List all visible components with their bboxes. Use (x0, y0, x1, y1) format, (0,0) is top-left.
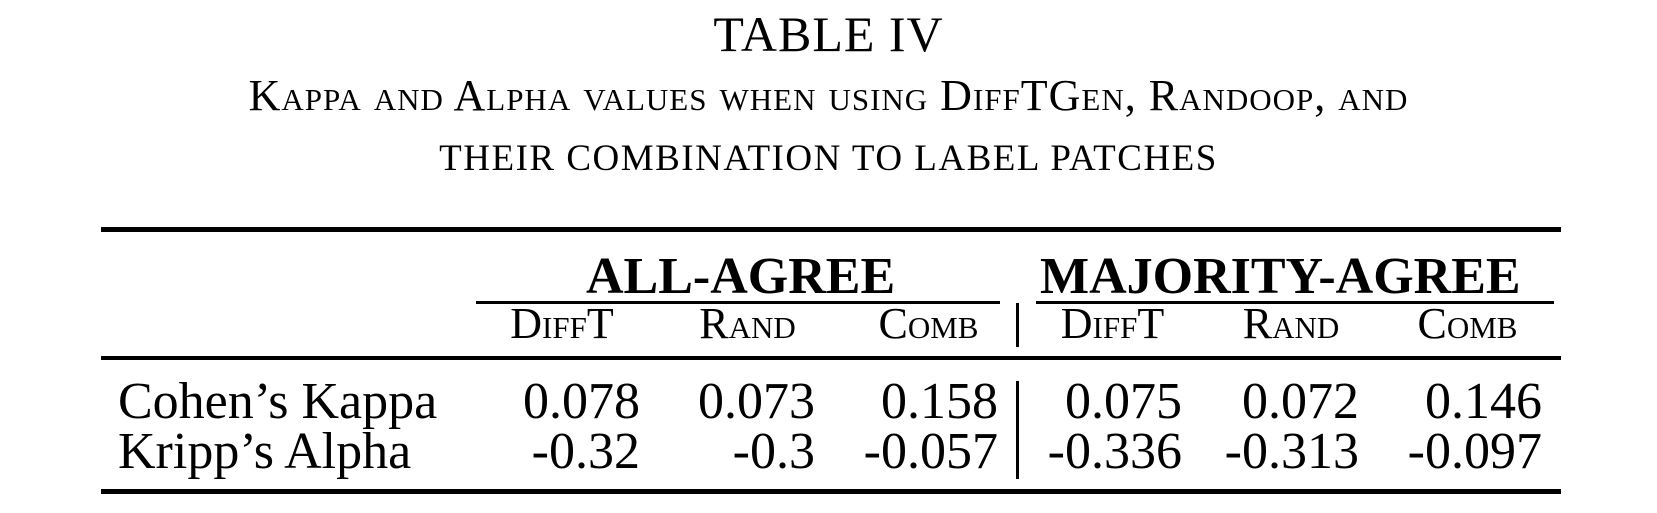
column-header-rand-majority: Rand (1242, 299, 1340, 348)
column-header-rand-all: Rand (699, 299, 796, 348)
table-cell: -0.32 (531, 423, 640, 480)
column-separator-body (1016, 381, 1019, 479)
table-cell: 0.073 (698, 373, 815, 430)
table-number: TABLE IV (713, 6, 944, 62)
column-header-comb-majority: Comb (1417, 299, 1518, 348)
table-caption-line-1: Kappa and Alpha values when using DiffTG… (248, 71, 1409, 120)
table-cell: -0.336 (1047, 423, 1182, 480)
group-rule-majority-agree (1036, 301, 1554, 304)
table-cell: 0.146 (1425, 373, 1542, 430)
table-header-rule (101, 356, 1561, 360)
row-label-kripps-alpha: Kripp’s Alpha (118, 423, 412, 480)
group-header-majority-agree: MAJORITY-AGREE (1040, 248, 1521, 305)
table-cell: 0.072 (1242, 373, 1359, 430)
table-top-rule (101, 227, 1561, 232)
table-caption-line-2: their combination to label patches (0, 126, 1657, 189)
column-header-difft-majority: DiffT (1060, 299, 1165, 348)
row-label-cohens-kappa: Cohen’s Kappa (118, 373, 438, 430)
table-cell: -0.057 (863, 423, 998, 480)
table-cell: 0.078 (523, 373, 640, 430)
table-cell: -0.313 (1224, 423, 1359, 480)
group-rule-all-agree (476, 301, 1000, 304)
table-cell: 0.075 (1065, 373, 1182, 430)
table-cell: -0.097 (1407, 423, 1542, 480)
column-header-difft-all: DiffT (510, 299, 614, 348)
table-cell: -0.3 (732, 423, 815, 480)
table-bottom-rule (101, 489, 1561, 494)
table-cell: 0.158 (881, 373, 998, 430)
table-caption-line-2-text: their combination to label patches (439, 138, 1218, 179)
column-header-comb-all: Comb (878, 299, 979, 348)
column-separator-header (1016, 303, 1019, 347)
group-header-all-agree: ALL-AGREE (586, 248, 896, 305)
